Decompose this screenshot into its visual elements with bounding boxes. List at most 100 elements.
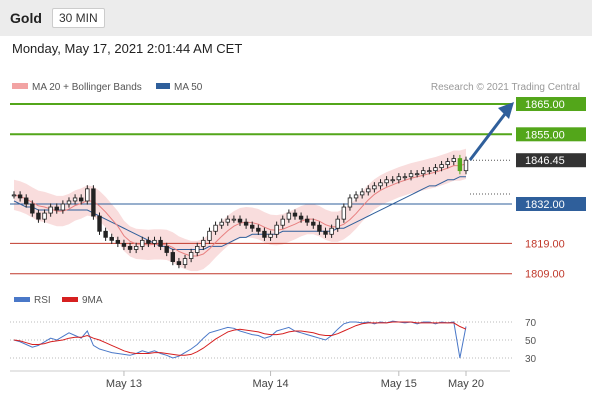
candle [140, 236, 145, 251]
candles [11, 154, 469, 269]
candle-body [164, 246, 169, 253]
ma50-legend-swatch [156, 83, 170, 89]
candle-body [304, 218, 310, 223]
candle [115, 236, 121, 248]
candle-body [359, 191, 365, 196]
candle-body [347, 197, 353, 208]
candle-body [78, 197, 84, 202]
ma50-line [13, 176, 466, 250]
candle [48, 203, 53, 217]
candle [335, 215, 340, 232]
candle-body [133, 246, 139, 250]
candle-body [36, 212, 41, 220]
candle-body [414, 173, 420, 176]
candle [317, 221, 322, 235]
candle [237, 215, 243, 226]
candle [195, 242, 200, 257]
candle-body [66, 200, 72, 205]
candle [286, 209, 292, 223]
x-tick-label-0: May 13 [106, 378, 142, 390]
candle [421, 167, 426, 178]
candle [414, 170, 420, 178]
candle-body [256, 227, 261, 232]
candle-body [140, 239, 145, 247]
candle-body [225, 218, 230, 223]
candle-body [451, 158, 456, 162]
candle [298, 212, 304, 223]
candle-body [439, 164, 444, 169]
rsi-panel: 70 50 30 [10, 318, 537, 365]
candle [353, 191, 359, 202]
candle-body [353, 194, 359, 199]
candle-body [182, 258, 188, 266]
datetime-label: Monday, May 17, 2021 2:01:44 AM CET [12, 41, 243, 56]
candle [91, 185, 96, 220]
candle-body [91, 188, 96, 217]
candle-body [323, 230, 328, 235]
candle-body [115, 239, 121, 244]
candle [36, 209, 41, 223]
candle-body [17, 194, 23, 199]
candle [323, 227, 328, 238]
projection-arrow-head [498, 102, 514, 119]
candle-body [457, 158, 463, 172]
candle [457, 154, 463, 175]
level-tag-0 [516, 97, 586, 112]
x-tick-label-1: May 14 [253, 378, 289, 390]
candle [164, 242, 169, 257]
level-label-2: 1846.45 [525, 155, 565, 167]
candle [78, 194, 84, 205]
candle [341, 203, 347, 223]
candle [329, 224, 334, 238]
candle [378, 179, 383, 190]
candle-body [231, 218, 237, 221]
candle-body [311, 221, 316, 226]
rsi-level-label-0: 70 [525, 318, 537, 329]
candle [103, 227, 108, 241]
timeframe-badge[interactable]: 30 MIN [52, 8, 105, 28]
candle [219, 218, 224, 229]
candle-body [121, 242, 127, 247]
candle [268, 230, 273, 241]
rsi-legend-swatch [14, 297, 30, 302]
candle-body [195, 246, 200, 253]
candle-body [396, 176, 402, 181]
candle-body [262, 230, 267, 238]
candle-body [213, 224, 218, 232]
candle [427, 167, 432, 175]
candle [42, 209, 47, 223]
candle-body [176, 261, 182, 266]
candle [274, 221, 279, 238]
candle [311, 218, 316, 229]
rsi-legend-label: RSI [34, 295, 51, 306]
candle [30, 200, 35, 217]
candle-body [158, 239, 163, 247]
candle-body [427, 170, 432, 173]
candle [402, 173, 408, 181]
level-label-0: 1865.00 [525, 99, 565, 111]
level-tag-1 [516, 127, 586, 142]
candle [347, 194, 353, 211]
candle [304, 215, 310, 226]
ma50-legend-label: MA 50 [174, 82, 203, 93]
candle-body [30, 203, 35, 214]
candle [54, 203, 59, 214]
header-bar: Gold 30 MIN [0, 0, 592, 36]
level-tag-3 [516, 197, 586, 211]
candle-body [378, 182, 383, 187]
candle [170, 248, 176, 266]
candle [109, 233, 114, 244]
candle-body [286, 212, 292, 220]
candle [372, 182, 377, 193]
candle-body [60, 203, 66, 211]
candle [121, 239, 127, 251]
candle-body [170, 252, 176, 262]
ma-boll-legend-label: MA 20 + Bollinger Bands [32, 82, 142, 93]
candle-body [85, 188, 90, 202]
candle [182, 254, 188, 269]
candle-body [54, 206, 59, 211]
candle [445, 157, 450, 169]
nine-ma-legend-swatch [62, 297, 78, 302]
candle-body [384, 179, 389, 184]
